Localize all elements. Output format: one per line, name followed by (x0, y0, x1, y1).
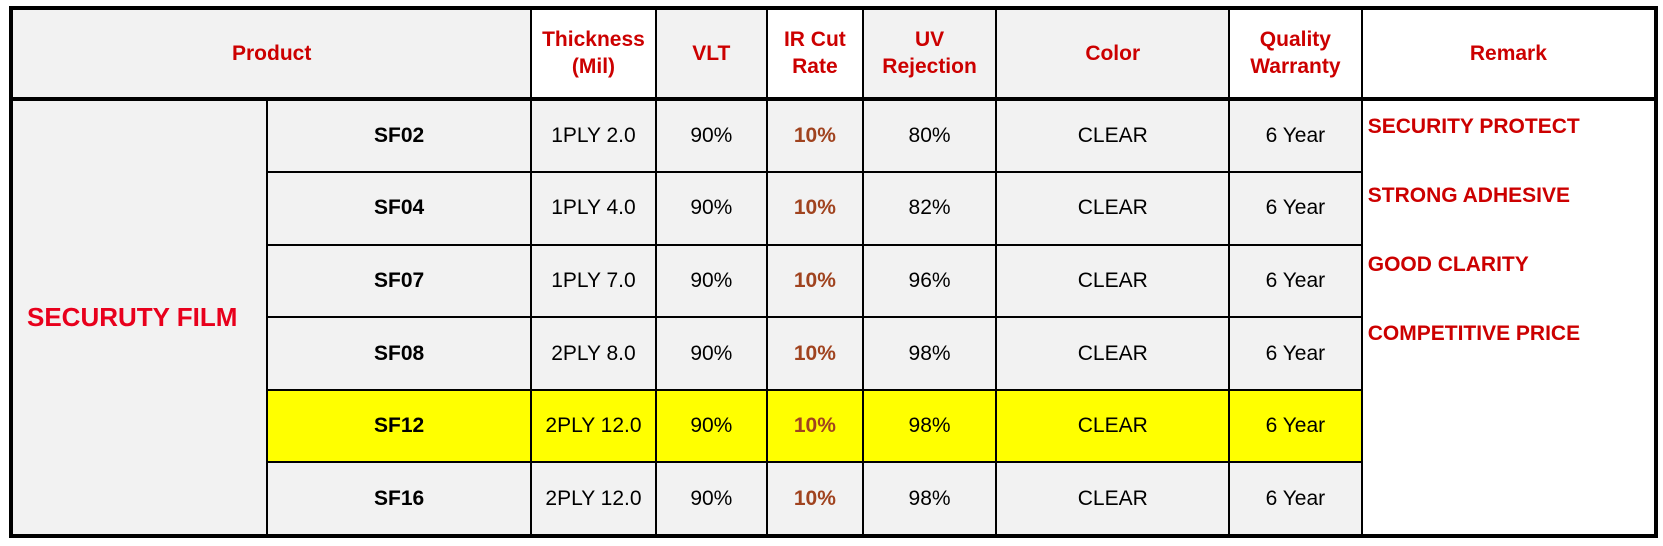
color-cell: CLEAR (995, 461, 1231, 537)
warranty-cell: 6 Year (1228, 316, 1363, 391)
category-label: SECURUTY FILM (10, 97, 268, 538)
uv-cell: 96% (861, 243, 998, 319)
vlt-cell: 90% (654, 388, 769, 464)
header-uv-line-2: Rejection (882, 55, 977, 79)
header-warranty: Quality Warranty (1228, 7, 1363, 100)
uv-cell: 98% (861, 316, 998, 391)
header-warranty-line-2: Warranty (1250, 55, 1341, 79)
header-uv-line-1: UV (914, 28, 945, 52)
thickness-cell: 1PLY 2.0 (530, 97, 657, 174)
ir-cut-cell: 10% (766, 388, 864, 464)
model-cell: SF07 (265, 243, 533, 319)
model-cell: SF12 (265, 388, 533, 464)
table-row-highlighted: SF12 2PLY 12.0 90% 10% 98% CLEAR 6 Year (11, 388, 1656, 464)
warranty-cell: 6 Year (1228, 461, 1363, 537)
remark-item: GOOD CLARITY (1367, 252, 1529, 276)
ir-cut-cell: 10% (766, 171, 864, 246)
ir-cut-cell: 10% (766, 316, 864, 391)
table-row: SF08 2PLY 8.0 90% 10% 98% CLEAR 6 Year (11, 316, 1656, 391)
header-ir-cut-line-2: Rate (792, 55, 838, 79)
vlt-cell: 90% (654, 97, 769, 174)
header-warranty-line-1: Quality (1259, 28, 1331, 52)
model-cell: SF02 (265, 97, 533, 174)
security-film-spec-table: Product Thickness (Mil) VLT IR Cut Rate … (9, 6, 1658, 538)
ir-cut-cell: 10% (766, 461, 864, 537)
header-color: Color (995, 7, 1231, 100)
uv-cell: 80% (861, 97, 998, 174)
table-row: SF16 2PLY 12.0 90% 10% 98% CLEAR 6 Year (11, 461, 1656, 537)
header-ir-cut-line-1: IR Cut (783, 28, 846, 52)
uv-cell: 82% (861, 171, 998, 246)
remark-item: COMPETITIVE PRICE (1367, 321, 1581, 345)
thickness-cell: 1PLY 7.0 (530, 243, 657, 319)
remark-cell: SECURITY PROTECT STRONG ADHESIVE GOOD CL… (1360, 97, 1658, 538)
header-ir-cut: IR Cut Rate (766, 7, 864, 100)
header-remark: Remark (1360, 7, 1658, 100)
model-cell: SF04 (265, 171, 533, 246)
color-cell: CLEAR (995, 316, 1231, 391)
vlt-cell: 90% (654, 243, 769, 319)
thickness-cell: 1PLY 4.0 (530, 171, 657, 246)
header-vlt: VLT (654, 7, 769, 100)
warranty-cell: 6 Year (1228, 388, 1363, 464)
color-cell: CLEAR (995, 97, 1231, 174)
header-thickness-line-2: (Mil) (571, 55, 616, 79)
uv-cell: 98% (861, 388, 998, 464)
uv-cell: 98% (861, 461, 998, 537)
ir-cut-cell: 10% (766, 97, 864, 174)
color-cell: CLEAR (995, 388, 1231, 464)
vlt-cell: 90% (654, 316, 769, 391)
header-product: Product (9, 7, 533, 100)
warranty-cell: 6 Year (1228, 97, 1363, 174)
thickness-cell: 2PLY 8.0 (530, 316, 657, 391)
header-thickness-line-1: Thickness (542, 28, 645, 52)
warranty-cell: 6 Year (1228, 243, 1363, 319)
header-thickness: Thickness (Mil) (530, 7, 657, 100)
remark-item: SECURITY PROTECT (1367, 114, 1580, 138)
thickness-cell: 2PLY 12.0 (530, 388, 657, 464)
table-row: SF04 1PLY 4.0 90% 10% 82% CLEAR 6 Year (11, 171, 1656, 246)
ir-cut-cell: 10% (766, 243, 864, 319)
table-header-row: Product Thickness (Mil) VLT IR Cut Rate … (9, 7, 1658, 100)
model-cell: SF16 (265, 461, 533, 537)
table-row: SECURUTY FILM SF02 1PLY 2.0 90% 10% 80% … (10, 97, 1658, 538)
color-cell: CLEAR (995, 243, 1231, 319)
table-row: SF07 1PLY 7.0 90% 10% 96% CLEAR 6 Year (11, 243, 1656, 319)
header-uv: UV Rejection (861, 7, 998, 100)
thickness-cell: 2PLY 12.0 (530, 461, 657, 537)
vlt-cell: 90% (654, 461, 769, 537)
color-cell: CLEAR (995, 171, 1231, 246)
vlt-cell: 90% (654, 171, 769, 246)
warranty-cell: 6 Year (1228, 171, 1363, 246)
remark-item: STRONG ADHESIVE (1367, 183, 1570, 207)
model-cell: SF08 (265, 316, 533, 391)
